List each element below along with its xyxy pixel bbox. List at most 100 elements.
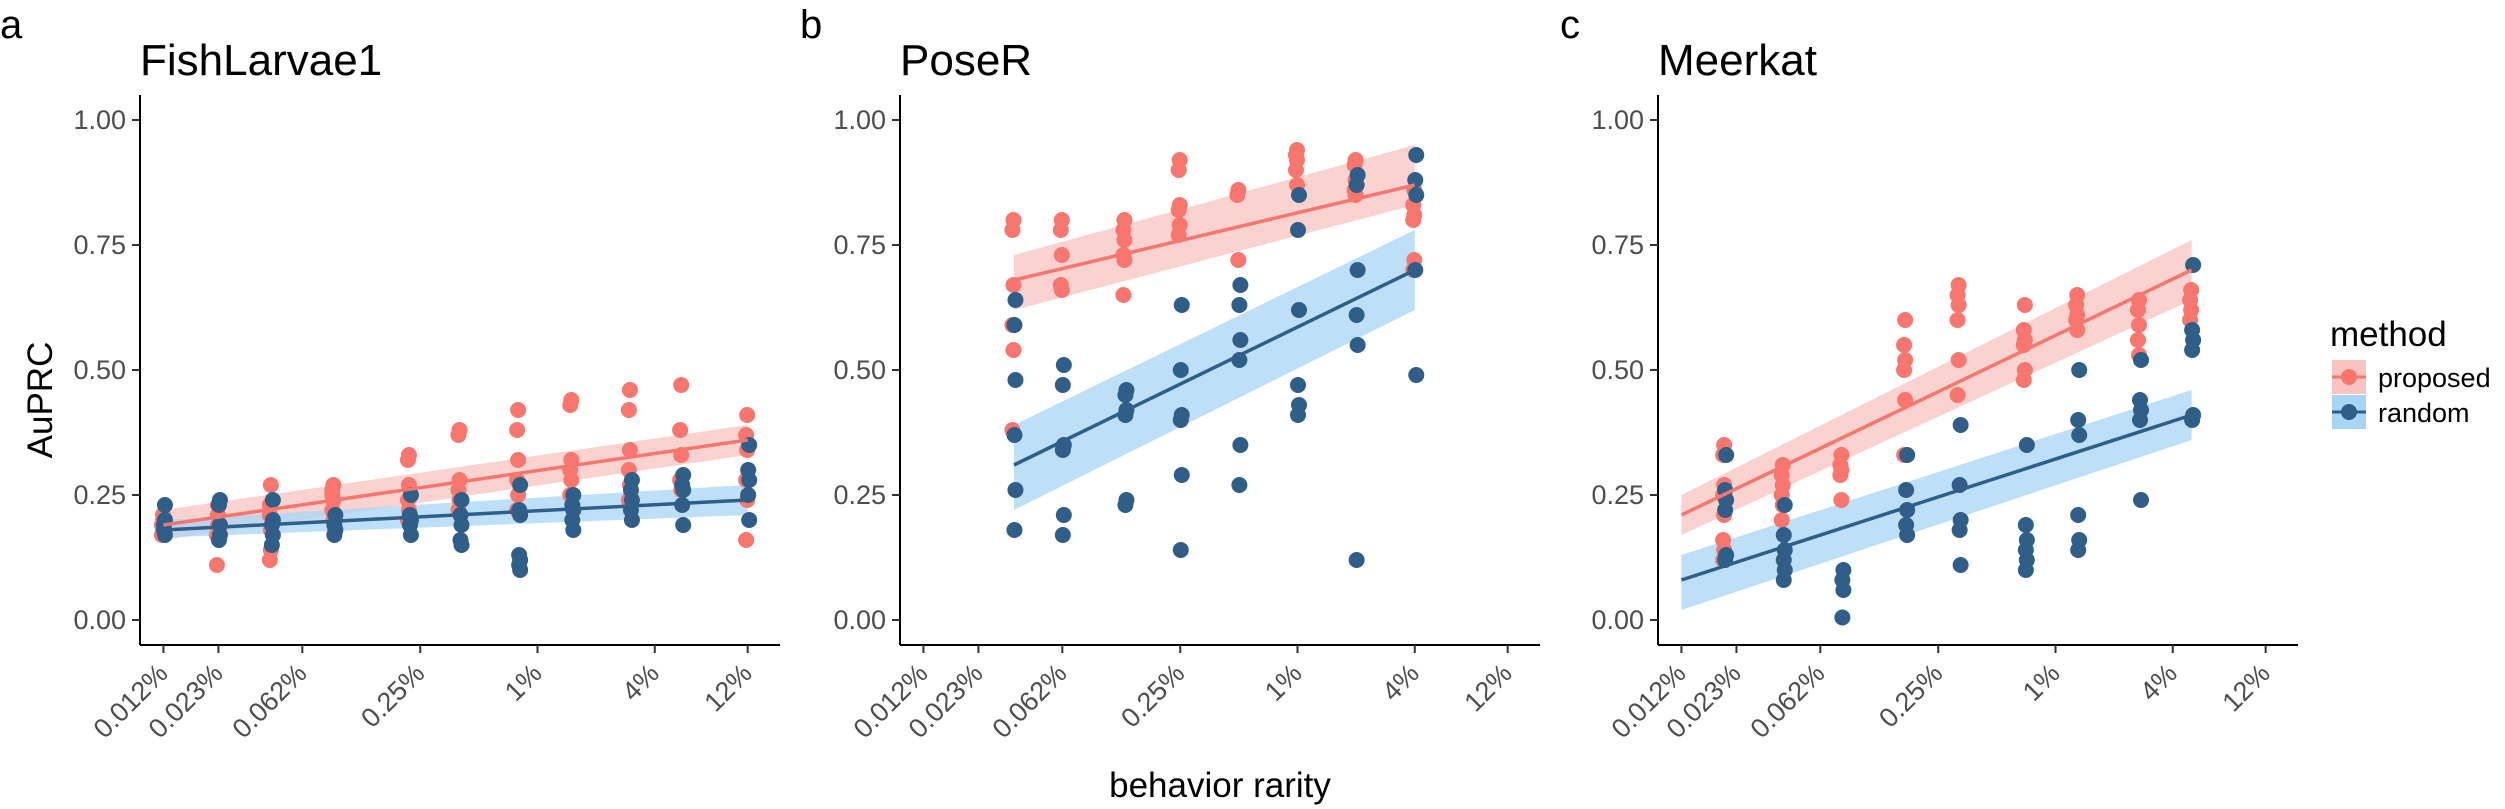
x-axis-title: behavior rarity [1109,766,1331,805]
panel-a: aFishLarvae10.000.250.500.751.000.012%0.… [0,3,780,744]
data-point-random [1006,427,1023,443]
y-tick-label: 1.00 [833,105,886,135]
data-point-random [2017,562,2034,578]
data-point-random [741,472,758,488]
data-point-proposed [1949,312,1966,328]
data-point-proposed [563,472,580,488]
data-point-random [2071,427,2088,443]
data-point-proposed [1773,512,1790,528]
x-tick-label: 0.25% [355,658,430,733]
data-point-random [1054,527,1071,543]
data-point-proposed [1950,297,1967,313]
data-point-random [1117,387,1134,403]
data-point-proposed [1005,342,1022,358]
y-tick-label: 0.75 [73,230,126,260]
panels: aFishLarvae10.000.250.500.751.000.012%0.… [0,3,2298,744]
data-point-proposed [1004,222,1021,238]
panel-letter: c [1560,3,1580,47]
data-point-random [1054,377,1071,393]
data-point-random [1231,477,1248,493]
data-point-random [1232,437,1249,453]
data-point-random [1407,262,1424,278]
data-point-random [1006,522,1023,538]
data-point-random [1232,332,1249,348]
trend-line-random [163,498,748,532]
confidence-band-proposed [1013,145,1415,310]
data-point-random [1952,417,1969,433]
data-point-random [2070,542,2087,558]
y-tick-label: 0.00 [833,605,886,635]
y-tick-label: 0.50 [1591,355,1644,385]
data-point-random [453,517,470,533]
data-point-proposed [1116,232,1133,248]
data-point-random [1348,307,1365,323]
data-point-proposed [450,427,467,443]
data-point-proposed [1170,202,1187,218]
data-point-random [1835,582,1852,598]
data-point-random [1172,542,1189,558]
data-point-random [326,527,343,543]
data-point-random [2184,412,2201,428]
data-point-proposed [1229,187,1246,203]
data-point-proposed [1949,387,1966,403]
data-point-random [1055,357,1072,373]
y-tick-label: 0.00 [1591,605,1644,635]
data-point-random [263,537,280,553]
legend-label-random: random [2378,398,2470,428]
data-point-proposed [673,377,690,393]
data-point-random [1290,222,1307,238]
data-point-proposed [399,452,416,468]
data-point-proposed [1896,337,1913,353]
trend-line-proposed [163,438,748,527]
data-point-proposed [738,532,755,548]
data-point-random [623,512,640,528]
x-tick-label: 4% [1376,658,1425,707]
x-tick-label: 0.062% [227,658,313,744]
data-point-proposed [2129,332,2146,348]
data-point-random [1775,527,1792,543]
panel-title: PoseR [900,36,1032,85]
data-point-proposed [510,452,527,468]
data-point-random [1007,482,1024,498]
data-point-random [1899,447,1916,463]
data-point-proposed [510,402,527,418]
data-point-proposed [1053,247,1070,263]
x-tick-label: 0.25% [1115,658,1190,733]
data-point-random [741,512,758,528]
x-tick-label: 0.25% [1873,658,1948,733]
y-tick-label: 0.50 [73,355,126,385]
panel-letter: b [800,3,822,47]
y-tick-label: 0.00 [73,605,126,635]
x-tick-label: 12% [698,658,757,717]
panel-b: bPoseR0.000.250.500.751.000.012%0.023%0.… [800,3,1540,744]
data-point-random [1717,502,1734,518]
data-point-random [1718,447,1735,463]
x-tick-label: 1% [1259,658,1308,707]
data-point-random [1007,372,1024,388]
data-point-random [1407,172,1424,188]
data-point-random [2133,492,2150,508]
data-point-random [2070,507,2087,523]
data-point-proposed [2130,317,2147,333]
legend-item-proposed: proposed [2332,360,2491,394]
panel-letter: a [0,3,23,47]
x-tick-label: 4% [616,658,665,707]
data-point-random [1290,377,1307,393]
y-tick-label: 0.25 [73,480,126,510]
data-point-proposed [2016,297,2033,313]
data-point-random [512,562,529,578]
legend-title: method [2330,315,2447,354]
data-point-random [1173,297,1190,313]
data-point-random [1408,367,1425,383]
x-tick-label: 1% [2017,658,2066,707]
x-tick-label: 4% [2134,658,2183,707]
data-point-proposed [1950,352,1967,368]
y-tick-label: 0.25 [1591,480,1644,510]
x-tick-label: 1% [499,658,548,707]
y-tick-label: 1.00 [1591,105,1644,135]
data-point-random [565,522,582,538]
data-point-proposed [1405,212,1422,228]
legend-item-random: random [2332,395,2470,429]
data-point-random [453,492,470,508]
data-point-random [1776,497,1793,513]
